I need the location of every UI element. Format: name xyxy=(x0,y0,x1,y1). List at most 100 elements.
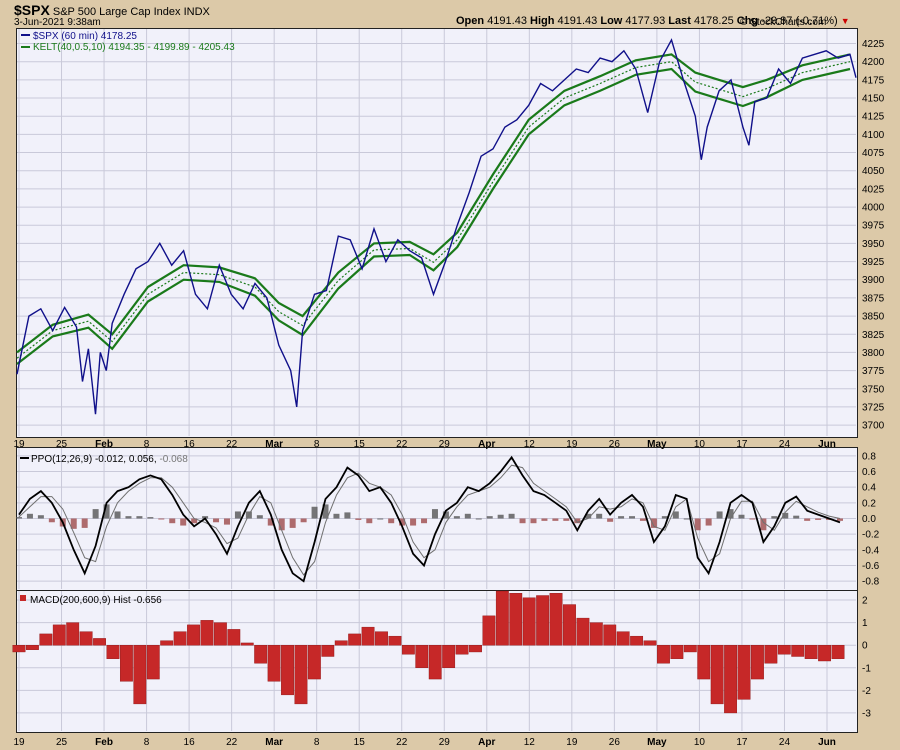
ppo-hist-bar xyxy=(453,516,460,519)
ppo-hist-bar xyxy=(16,517,22,519)
ppo-hist-bar xyxy=(81,518,88,528)
x-tick-label-top: 19 xyxy=(13,439,25,450)
ppo-hist-bar xyxy=(311,506,318,519)
x-tick-label-top: 29 xyxy=(439,439,451,450)
macd-hist-bar xyxy=(630,635,644,646)
ppo-legend-values: -0.012, 0.056, xyxy=(95,454,157,465)
ppo-hist-bar xyxy=(344,512,351,519)
macd-hist-bar xyxy=(428,644,442,680)
ppo-hist-bar xyxy=(475,518,482,520)
macd-hist-bar xyxy=(12,644,26,653)
y-tick-label: 3700 xyxy=(862,421,885,432)
x-tick-label-bottom: 10 xyxy=(694,737,706,748)
ppo-hist-bar xyxy=(202,516,209,519)
y-tick-label: 0.4 xyxy=(862,483,876,494)
macd-hist-bar xyxy=(777,644,791,655)
x-tick-label-bottom: 29 xyxy=(439,737,451,748)
x-tick-label-bottom: Feb xyxy=(95,737,113,748)
exchange: INDX xyxy=(183,6,210,18)
x-tick-label-top: 25 xyxy=(56,439,68,450)
ppo-hist-bar xyxy=(486,516,493,519)
macd-hist-bar xyxy=(791,644,805,657)
down-arrow-icon: ▼ xyxy=(840,16,850,26)
x-tick-label-top: 24 xyxy=(779,439,791,450)
macd-hist-bar xyxy=(52,624,66,646)
macd-hist-bar xyxy=(66,622,80,646)
ppo-hist-bar xyxy=(333,513,340,519)
macd-hist-bar xyxy=(415,644,429,668)
macd-hist-bar xyxy=(375,631,388,646)
symbol: $SPX xyxy=(14,2,50,18)
ppo-legend-hist: -0.068 xyxy=(159,454,188,465)
ppo-hist-bar xyxy=(837,518,843,521)
y-tick-label: 4225 xyxy=(862,39,885,50)
ppo-hist-bar xyxy=(804,518,811,521)
ppo-hist-bar xyxy=(519,518,526,524)
y-tick-label: 4125 xyxy=(862,112,885,123)
y-tick-label: 0.2 xyxy=(862,498,876,509)
y-tick-label: -0.4 xyxy=(862,545,880,556)
ppo-hist-bar xyxy=(223,518,230,525)
ppo-hist-bar xyxy=(410,518,417,526)
macd-hist-bar xyxy=(146,644,160,680)
ppo-hist-bar xyxy=(180,518,187,526)
macd-hist-bar xyxy=(294,644,308,705)
y-tick-label: 4075 xyxy=(862,148,885,159)
ppo-hist-bar xyxy=(92,509,99,519)
price-legend: $SPX (60 min) 4178.25 xyxy=(33,31,137,42)
macd-hist-bar xyxy=(213,622,227,646)
ppo-hist-bar xyxy=(377,518,384,520)
y-tick-label: 3975 xyxy=(862,221,885,232)
macd-hist-bar xyxy=(187,624,200,646)
ppo-hist-bar xyxy=(103,504,110,519)
y-tick-label: -1 xyxy=(862,663,871,674)
y-tick-label: 4100 xyxy=(862,130,885,141)
ppo-hist-bar xyxy=(650,518,657,528)
ppo-hist-bar xyxy=(322,504,329,519)
ppo-hist-bar xyxy=(191,518,198,524)
ppo-hist-bar xyxy=(771,516,778,519)
y-tick-label: 4175 xyxy=(862,75,885,86)
last-value: 4178.25 xyxy=(693,15,734,27)
macd-hist-bar xyxy=(321,644,335,657)
macd-hist-bar xyxy=(469,644,482,653)
y-tick-label: 3800 xyxy=(862,348,885,359)
x-tick-label-top: 8 xyxy=(144,439,150,450)
macd-hist-bar xyxy=(764,644,778,664)
y-tick-label: 4025 xyxy=(862,184,885,195)
x-tick-label-bottom: 15 xyxy=(354,737,366,748)
index-name: S&P 500 Large Cap Index xyxy=(52,6,181,18)
macd-hist-bar xyxy=(804,644,818,659)
macd-hist-bar xyxy=(670,644,684,659)
x-tick-label-bottom: Jun xyxy=(818,737,836,748)
x-tick-label-bottom: 16 xyxy=(184,737,196,748)
macd-hist-bar xyxy=(509,593,523,646)
macd-hist-bar xyxy=(616,631,630,646)
ppo-hist-bar xyxy=(618,516,625,519)
macd-hist-bar xyxy=(173,631,187,646)
x-tick-label-bottom: May xyxy=(647,737,667,748)
low-value: 4177.93 xyxy=(625,15,666,27)
ppo-hist-bar xyxy=(399,518,406,526)
x-tick-label-bottom: 19 xyxy=(13,737,25,748)
macd-hist-bar xyxy=(39,633,53,646)
y-tick-label: -0.2 xyxy=(862,530,880,541)
macd-hist-bar xyxy=(79,631,93,646)
ppo-hist-bar xyxy=(388,518,395,524)
y-tick-label: 3775 xyxy=(862,366,885,377)
ppo-hist-bar xyxy=(782,512,789,519)
y-tick-label: 4050 xyxy=(862,166,885,177)
x-tick-label-top: 17 xyxy=(736,439,748,450)
ppo-signal-line xyxy=(18,464,841,576)
x-tick-label-bottom: Mar xyxy=(265,737,283,748)
macd-hist-bar xyxy=(603,624,617,646)
ppo-hist-bar xyxy=(705,518,712,526)
macd-hist-bar xyxy=(495,590,509,646)
x-tick-label-bottom: 17 xyxy=(736,737,748,748)
ppo-hist-bar xyxy=(256,515,263,519)
y-tick-label: -2 xyxy=(862,686,871,697)
y-tick-label: -0.8 xyxy=(862,577,880,588)
macd-hist-bar xyxy=(751,644,764,680)
ppo-hist-bar xyxy=(278,518,285,531)
y-tick-label: 3825 xyxy=(862,330,885,341)
